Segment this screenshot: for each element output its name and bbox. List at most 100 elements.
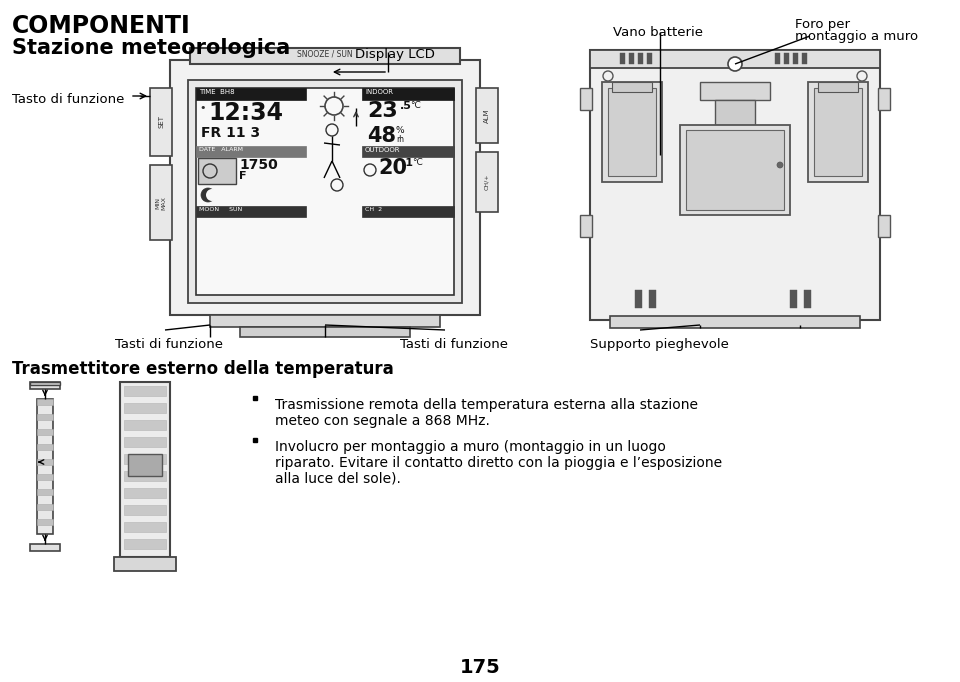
Bar bbox=[37, 459, 53, 465]
Text: Stazione meteorologica: Stazione meteorologica bbox=[12, 38, 290, 58]
Text: SNOOZE / SUN: SNOOZE / SUN bbox=[298, 50, 353, 59]
Bar bbox=[686, 130, 784, 210]
Bar bbox=[647, 53, 652, 64]
Bar bbox=[635, 290, 642, 308]
Bar bbox=[124, 437, 166, 447]
Bar bbox=[30, 544, 60, 551]
Bar bbox=[124, 505, 166, 515]
Bar bbox=[124, 471, 166, 481]
Bar bbox=[878, 88, 890, 110]
Bar bbox=[700, 82, 770, 100]
Circle shape bbox=[201, 188, 215, 202]
Bar bbox=[114, 557, 176, 571]
Text: OUTDOOR: OUTDOOR bbox=[365, 147, 400, 153]
Bar bbox=[580, 88, 592, 110]
Bar bbox=[362, 146, 454, 157]
Text: 20: 20 bbox=[378, 158, 407, 178]
Circle shape bbox=[777, 162, 783, 168]
Text: Display LCD: Display LCD bbox=[355, 48, 435, 61]
Text: Trasmissione remota della temperatura esterna alla stazione: Trasmissione remota della temperatura es… bbox=[275, 398, 698, 412]
Text: alla luce del sole).: alla luce del sole). bbox=[275, 472, 401, 486]
Text: Tasti di funzione: Tasti di funzione bbox=[115, 338, 223, 351]
Bar bbox=[240, 327, 410, 337]
Text: montaggio a muro: montaggio a muro bbox=[795, 30, 918, 43]
Bar bbox=[198, 158, 236, 184]
Bar bbox=[580, 215, 592, 237]
Bar bbox=[124, 420, 166, 430]
Bar bbox=[608, 88, 656, 176]
Bar bbox=[30, 382, 60, 389]
Bar bbox=[818, 82, 858, 92]
Bar bbox=[590, 50, 880, 320]
Text: INDOOR: INDOOR bbox=[365, 89, 393, 95]
Bar bbox=[362, 88, 454, 100]
Bar bbox=[37, 429, 53, 435]
Bar bbox=[196, 146, 306, 157]
Bar bbox=[804, 290, 811, 308]
Bar bbox=[620, 53, 625, 64]
Bar bbox=[210, 315, 440, 327]
Bar bbox=[37, 399, 53, 405]
Circle shape bbox=[728, 57, 742, 71]
Bar bbox=[590, 50, 880, 68]
Bar bbox=[775, 53, 780, 64]
Bar bbox=[30, 382, 60, 385]
Bar bbox=[196, 88, 454, 295]
Bar bbox=[37, 489, 53, 495]
Text: meteo con segnale a 868 MHz.: meteo con segnale a 868 MHz. bbox=[275, 414, 490, 428]
Bar bbox=[37, 399, 53, 534]
Text: ALM: ALM bbox=[484, 108, 490, 123]
Text: .1: .1 bbox=[402, 158, 414, 168]
Text: 48: 48 bbox=[367, 126, 396, 146]
Bar bbox=[814, 88, 862, 176]
Text: °C: °C bbox=[410, 101, 420, 110]
Bar bbox=[784, 53, 789, 64]
Text: Foro per: Foro per bbox=[795, 18, 850, 31]
Text: MIN
MAX: MIN MAX bbox=[156, 196, 166, 210]
Bar bbox=[120, 382, 170, 557]
Bar bbox=[170, 60, 480, 315]
Bar bbox=[37, 414, 53, 420]
Bar bbox=[649, 290, 656, 308]
Bar bbox=[128, 454, 162, 476]
Text: Tasti di funzione: Tasti di funzione bbox=[400, 338, 508, 351]
Bar bbox=[190, 48, 460, 64]
Bar bbox=[808, 82, 868, 182]
Bar bbox=[362, 206, 454, 217]
Bar bbox=[124, 488, 166, 498]
Bar bbox=[196, 206, 306, 217]
Text: SET: SET bbox=[158, 115, 164, 128]
Bar bbox=[188, 80, 462, 303]
Text: °C: °C bbox=[412, 158, 422, 167]
Text: Supporto pieghevole: Supporto pieghevole bbox=[590, 338, 729, 351]
Text: CH/+: CH/+ bbox=[485, 174, 490, 190]
Text: 175: 175 bbox=[460, 658, 500, 677]
Bar bbox=[124, 386, 166, 396]
Bar bbox=[715, 100, 755, 125]
Bar bbox=[124, 454, 166, 464]
Text: DATE   ALARM: DATE ALARM bbox=[199, 147, 243, 152]
Text: 23: 23 bbox=[367, 101, 397, 121]
Bar bbox=[602, 82, 662, 182]
Text: •: • bbox=[199, 103, 205, 113]
Bar bbox=[638, 53, 643, 64]
Text: %: % bbox=[396, 126, 404, 135]
Text: Involucro per montaggio a muro (montaggio in un luogo: Involucro per montaggio a muro (montaggi… bbox=[275, 440, 666, 454]
Bar bbox=[37, 474, 53, 480]
Text: FR 11 3: FR 11 3 bbox=[201, 126, 260, 140]
Bar bbox=[790, 290, 797, 308]
Bar bbox=[196, 88, 306, 100]
Bar bbox=[37, 504, 53, 510]
Bar bbox=[612, 82, 652, 92]
Bar bbox=[629, 53, 634, 64]
Bar bbox=[793, 53, 798, 64]
Text: 12:34: 12:34 bbox=[208, 101, 283, 125]
Text: Vano batterie: Vano batterie bbox=[613, 26, 703, 39]
Bar bbox=[124, 403, 166, 413]
Bar bbox=[680, 125, 790, 215]
Bar bbox=[37, 444, 53, 450]
Text: Trasmettitore esterno della temperatura: Trasmettitore esterno della temperatura bbox=[12, 360, 394, 378]
Text: TIME  BH8: TIME BH8 bbox=[199, 89, 234, 95]
Text: 1750: 1750 bbox=[239, 158, 277, 172]
Text: COMPONENTI: COMPONENTI bbox=[12, 14, 191, 38]
